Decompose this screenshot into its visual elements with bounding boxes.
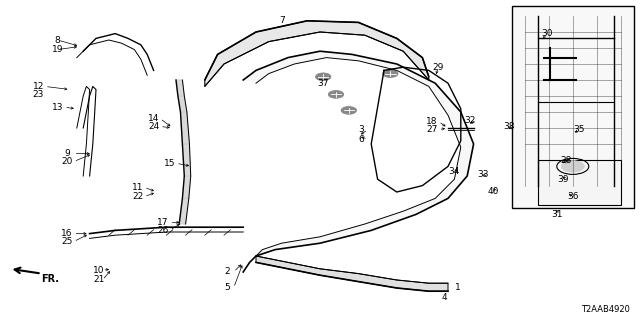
Text: 26: 26 [157,226,169,235]
Text: FR.: FR. [42,274,60,284]
Polygon shape [180,112,189,144]
Polygon shape [256,256,448,291]
Text: 1: 1 [455,284,460,292]
Text: T2AAB4920: T2AAB4920 [582,305,630,314]
Text: 28: 28 [561,156,572,164]
Circle shape [341,107,356,114]
Text: 33: 33 [477,170,489,179]
Polygon shape [182,144,191,176]
Text: 34: 34 [449,167,460,176]
Polygon shape [178,96,187,112]
Text: 15: 15 [164,159,175,168]
Text: 31: 31 [551,210,563,219]
Text: 16: 16 [61,229,73,238]
Text: 39: 39 [557,175,569,184]
Text: 4: 4 [442,293,447,302]
Text: 24: 24 [148,122,159,131]
Text: 19: 19 [52,45,63,54]
Polygon shape [182,176,191,198]
Text: 17: 17 [157,218,169,227]
Text: 14: 14 [148,114,159,123]
Text: 13: 13 [52,103,63,112]
Text: 29: 29 [433,63,444,72]
Polygon shape [176,80,184,96]
Text: 38: 38 [503,122,515,131]
Text: 36: 36 [567,192,579,201]
Text: 5: 5 [225,284,230,292]
Text: 20: 20 [61,157,73,166]
Text: 40: 40 [487,188,499,196]
Polygon shape [205,21,429,86]
Circle shape [561,161,584,172]
Bar [538,160,621,205]
Text: 25: 25 [61,237,73,246]
Polygon shape [179,198,189,224]
Text: 32: 32 [465,116,476,124]
Bar [512,6,634,208]
Text: 8: 8 [55,36,60,44]
Text: 18: 18 [426,117,438,126]
Text: 6: 6 [359,135,364,144]
Text: 23: 23 [33,90,44,99]
Text: 10: 10 [93,266,105,275]
Text: 21: 21 [93,276,105,284]
Text: 30: 30 [541,29,553,38]
Text: 27: 27 [426,125,438,134]
Text: 22: 22 [132,192,143,201]
Text: 12: 12 [33,82,44,91]
Circle shape [383,70,398,77]
Text: 35: 35 [573,125,585,134]
Text: 3: 3 [359,125,364,134]
Text: 9: 9 [65,149,70,158]
Text: 2: 2 [225,268,230,276]
Polygon shape [243,51,474,272]
Circle shape [316,73,331,81]
Text: 11: 11 [132,183,143,192]
Text: 37: 37 [317,79,329,88]
Circle shape [328,91,344,98]
Text: 7: 7 [279,16,284,25]
